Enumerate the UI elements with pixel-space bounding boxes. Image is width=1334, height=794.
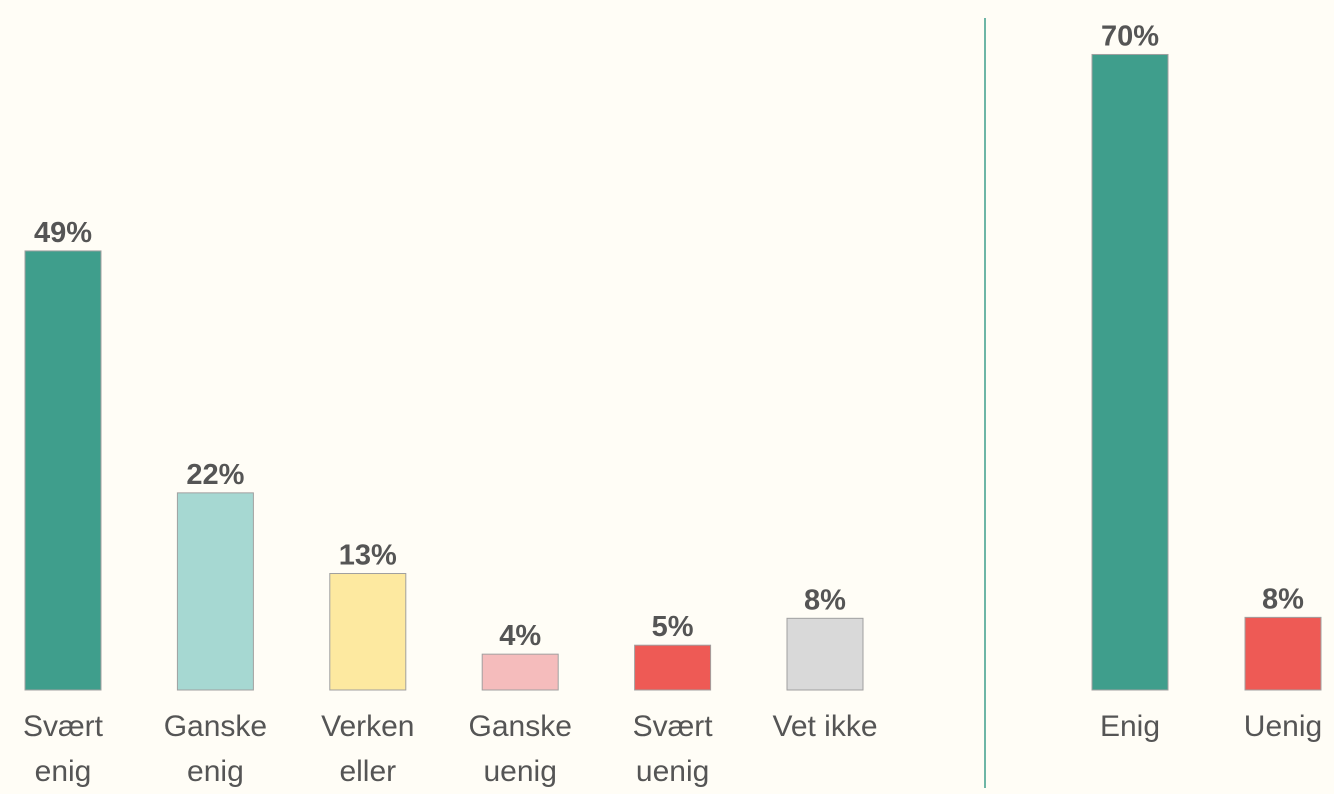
value-label: 4%: [499, 620, 541, 652]
value-label: 49%: [34, 217, 92, 249]
bar: [1244, 616, 1322, 691]
value-label: 70%: [1101, 20, 1159, 52]
value-label: 8%: [1262, 583, 1304, 615]
category-label: Verken eller: [321, 710, 415, 788]
category-label: Enig: [1099, 710, 1161, 743]
value-label: 22%: [186, 459, 244, 491]
bar: [1091, 53, 1169, 691]
value-label: 5%: [652, 611, 694, 643]
bar: [481, 653, 559, 691]
category-label: Ganske enig: [163, 710, 268, 788]
category-label: Vet ikke: [772, 710, 878, 743]
bar: [786, 617, 864, 691]
bar: [176, 492, 254, 691]
category-label: Svært uenig: [632, 710, 713, 788]
category-label: Svært enig: [22, 710, 103, 788]
category-label: Ganske uenig: [468, 710, 572, 788]
bar: [329, 573, 407, 691]
value-label: 13%: [339, 540, 397, 572]
bar: [634, 644, 712, 691]
bar: [24, 250, 102, 691]
value-label: 8%: [804, 584, 846, 616]
category-label: Uenig: [1243, 710, 1323, 743]
